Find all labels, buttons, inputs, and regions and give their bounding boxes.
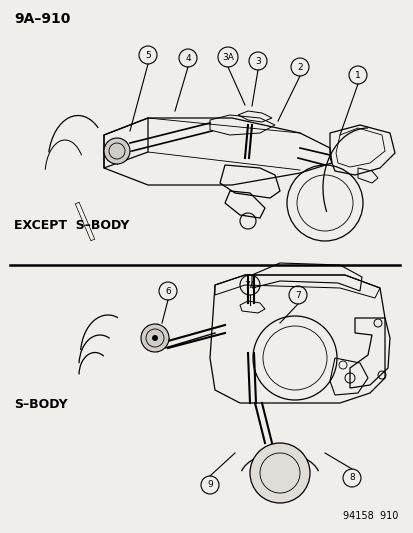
- Circle shape: [152, 335, 158, 341]
- Text: 8: 8: [348, 473, 354, 482]
- Text: 3A: 3A: [221, 52, 233, 61]
- Text: 2: 2: [297, 62, 302, 71]
- Text: 94158  910: 94158 910: [342, 511, 397, 521]
- Text: 1: 1: [354, 70, 360, 79]
- Circle shape: [249, 443, 309, 503]
- Text: 3: 3: [254, 56, 260, 66]
- Circle shape: [141, 324, 169, 352]
- Text: 6: 6: [165, 287, 171, 295]
- Text: 7A: 7A: [244, 280, 255, 289]
- Text: S–BODY: S–BODY: [14, 399, 67, 411]
- Circle shape: [104, 138, 130, 164]
- Text: 5: 5: [145, 51, 150, 60]
- Text: 4: 4: [185, 53, 190, 62]
- Text: 9: 9: [206, 481, 212, 489]
- Text: 9A–910: 9A–910: [14, 12, 70, 26]
- Text: 7: 7: [294, 290, 300, 300]
- Text: EXCEPT  S–BODY: EXCEPT S–BODY: [14, 219, 129, 231]
